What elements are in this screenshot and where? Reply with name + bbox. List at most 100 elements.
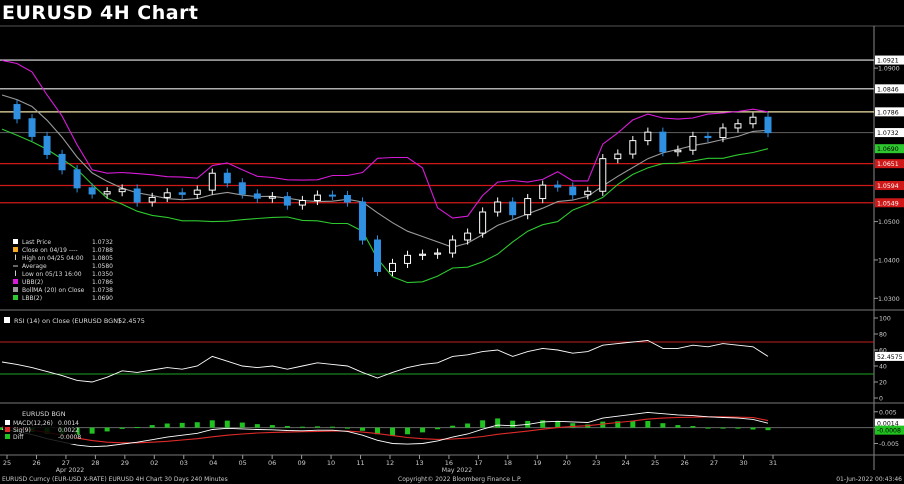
legend-value: 1.0732 xyxy=(92,239,113,246)
level-tag xyxy=(875,181,904,191)
x-tick-label: 27 xyxy=(62,459,70,467)
level-tag xyxy=(875,128,904,138)
candle-body xyxy=(343,194,351,203)
macd-diff-bar xyxy=(194,422,200,428)
candle-body xyxy=(704,135,712,139)
footer-timestamp: 01-Jun-2022 00:43:46 xyxy=(836,476,902,483)
macd-diff-bar xyxy=(705,427,711,429)
legend-label: High on 04/25 04:00 xyxy=(22,255,84,262)
candle-body xyxy=(494,201,502,213)
x-tick-label: 05 xyxy=(239,459,247,467)
rsi-tick-label: 20 xyxy=(879,380,887,387)
macd-tick-label: 0.005 xyxy=(879,409,897,416)
macd-diff-bar xyxy=(660,423,666,428)
macd-value-tag-label: 0.0014 xyxy=(877,421,899,428)
candle-body xyxy=(719,127,727,139)
legend-swatch xyxy=(13,239,18,244)
x-tick-label: 25 xyxy=(651,459,659,467)
x-tick-label: 12 xyxy=(386,459,394,467)
macd-diff-bar xyxy=(284,426,290,428)
macd-diff-bar xyxy=(510,420,516,428)
macd-diff-bar xyxy=(720,427,726,429)
x-tick-label: 06 xyxy=(268,459,276,467)
candle-body xyxy=(58,153,66,171)
legend-swatch xyxy=(13,295,18,300)
rsi-tick-label: 100 xyxy=(879,316,891,323)
level-tag-label: 1.0786 xyxy=(877,109,899,116)
series-line-lbb xyxy=(1,128,769,284)
macd-diff-bar xyxy=(74,427,80,435)
macd-diff-bar xyxy=(164,423,170,428)
candle-body xyxy=(629,140,637,155)
x-tick-label: 26 xyxy=(680,459,688,467)
legend-label: BollMA (20) on Close xyxy=(22,287,85,294)
macd-diff-bar xyxy=(420,427,426,433)
level-tag xyxy=(875,107,904,117)
candle-body xyxy=(328,194,336,197)
x-tick-label: 24 xyxy=(622,459,630,467)
x-tick-label: 11 xyxy=(356,459,364,467)
candle-body xyxy=(449,239,457,254)
macd-diff-bar xyxy=(269,425,275,428)
macd-diff-bar xyxy=(540,420,546,428)
macd-diff-bar xyxy=(344,427,350,429)
level-tag xyxy=(875,198,904,208)
legend-label: Last Price xyxy=(22,239,51,246)
candle-body xyxy=(223,172,231,184)
candle-body xyxy=(73,169,81,189)
level-tag-label: 1.0846 xyxy=(877,86,899,93)
macd-diff-bar xyxy=(89,427,95,434)
legend-value: 1.0690 xyxy=(92,295,113,302)
candle-body xyxy=(434,252,442,255)
x-tick-label: 10 xyxy=(327,459,335,467)
x-tick-label: 19 xyxy=(533,459,541,467)
macd-diff-bar xyxy=(465,423,471,428)
macd-value-tag xyxy=(875,425,904,435)
x-tick-label: 28 xyxy=(91,459,99,467)
macd-diff-bar xyxy=(224,420,230,428)
series-line-bollma xyxy=(1,94,769,248)
footer-source: EURUSD Curncy (EUR-USD X-RATE) EURUSD 4H… xyxy=(2,476,228,483)
level-tag-label: 1.0921 xyxy=(877,58,899,65)
legend-value: 1.0738 xyxy=(92,287,113,294)
candle-body xyxy=(118,188,126,193)
rsi-line xyxy=(1,339,769,383)
candle-body xyxy=(749,116,757,125)
macd-legend-swatch xyxy=(5,420,10,425)
macd-diff-bar xyxy=(750,427,756,430)
macd-diff-bar xyxy=(239,422,245,428)
candle-body xyxy=(419,253,427,256)
x-tick-label: 20 xyxy=(563,459,571,467)
macd-diff-bar xyxy=(555,421,561,428)
macd-diff-bar xyxy=(0,427,5,430)
x-tick-label: 30 xyxy=(739,459,747,467)
macd-diff-bar xyxy=(405,427,411,435)
x-axis: 25 26 27 28 29 02 03 04 05 06 09 10 11 12 13 16 17 18 19 20… xyxy=(3,455,777,474)
macd-value-tag-label: -0.0008 xyxy=(877,428,901,435)
x-tick-label: 17 xyxy=(474,459,482,467)
macd-diff-bar xyxy=(450,425,456,428)
candle-body xyxy=(163,192,171,198)
macd-diff-bar xyxy=(374,427,380,435)
x-tick-label: 13 xyxy=(415,459,423,467)
macd-diff-bar xyxy=(134,426,140,428)
macd-signal-line xyxy=(1,416,769,444)
macd-diff-bar xyxy=(480,420,486,428)
level-tag-label: 1.0594 xyxy=(877,183,899,190)
candle-body xyxy=(268,196,276,199)
level-tag xyxy=(875,144,904,154)
candle-body xyxy=(734,123,742,129)
candle-body xyxy=(404,254,412,264)
candle-body xyxy=(283,196,291,206)
macd-diff-bar xyxy=(299,426,305,428)
panel-frames xyxy=(0,25,904,470)
rsi-legend-value: 52.4575 xyxy=(118,317,145,325)
macd-diff-bar xyxy=(765,427,771,431)
x-tick-label: 26 xyxy=(32,459,40,467)
candle-body xyxy=(524,198,532,216)
x-tick-label: 09 xyxy=(297,459,305,467)
candle-body xyxy=(28,118,36,137)
macd-legend-label: Sig(9) xyxy=(13,427,31,434)
price-tick-label: 1.0300 xyxy=(878,296,900,303)
x-group-label: Apr 2022 xyxy=(56,467,84,474)
